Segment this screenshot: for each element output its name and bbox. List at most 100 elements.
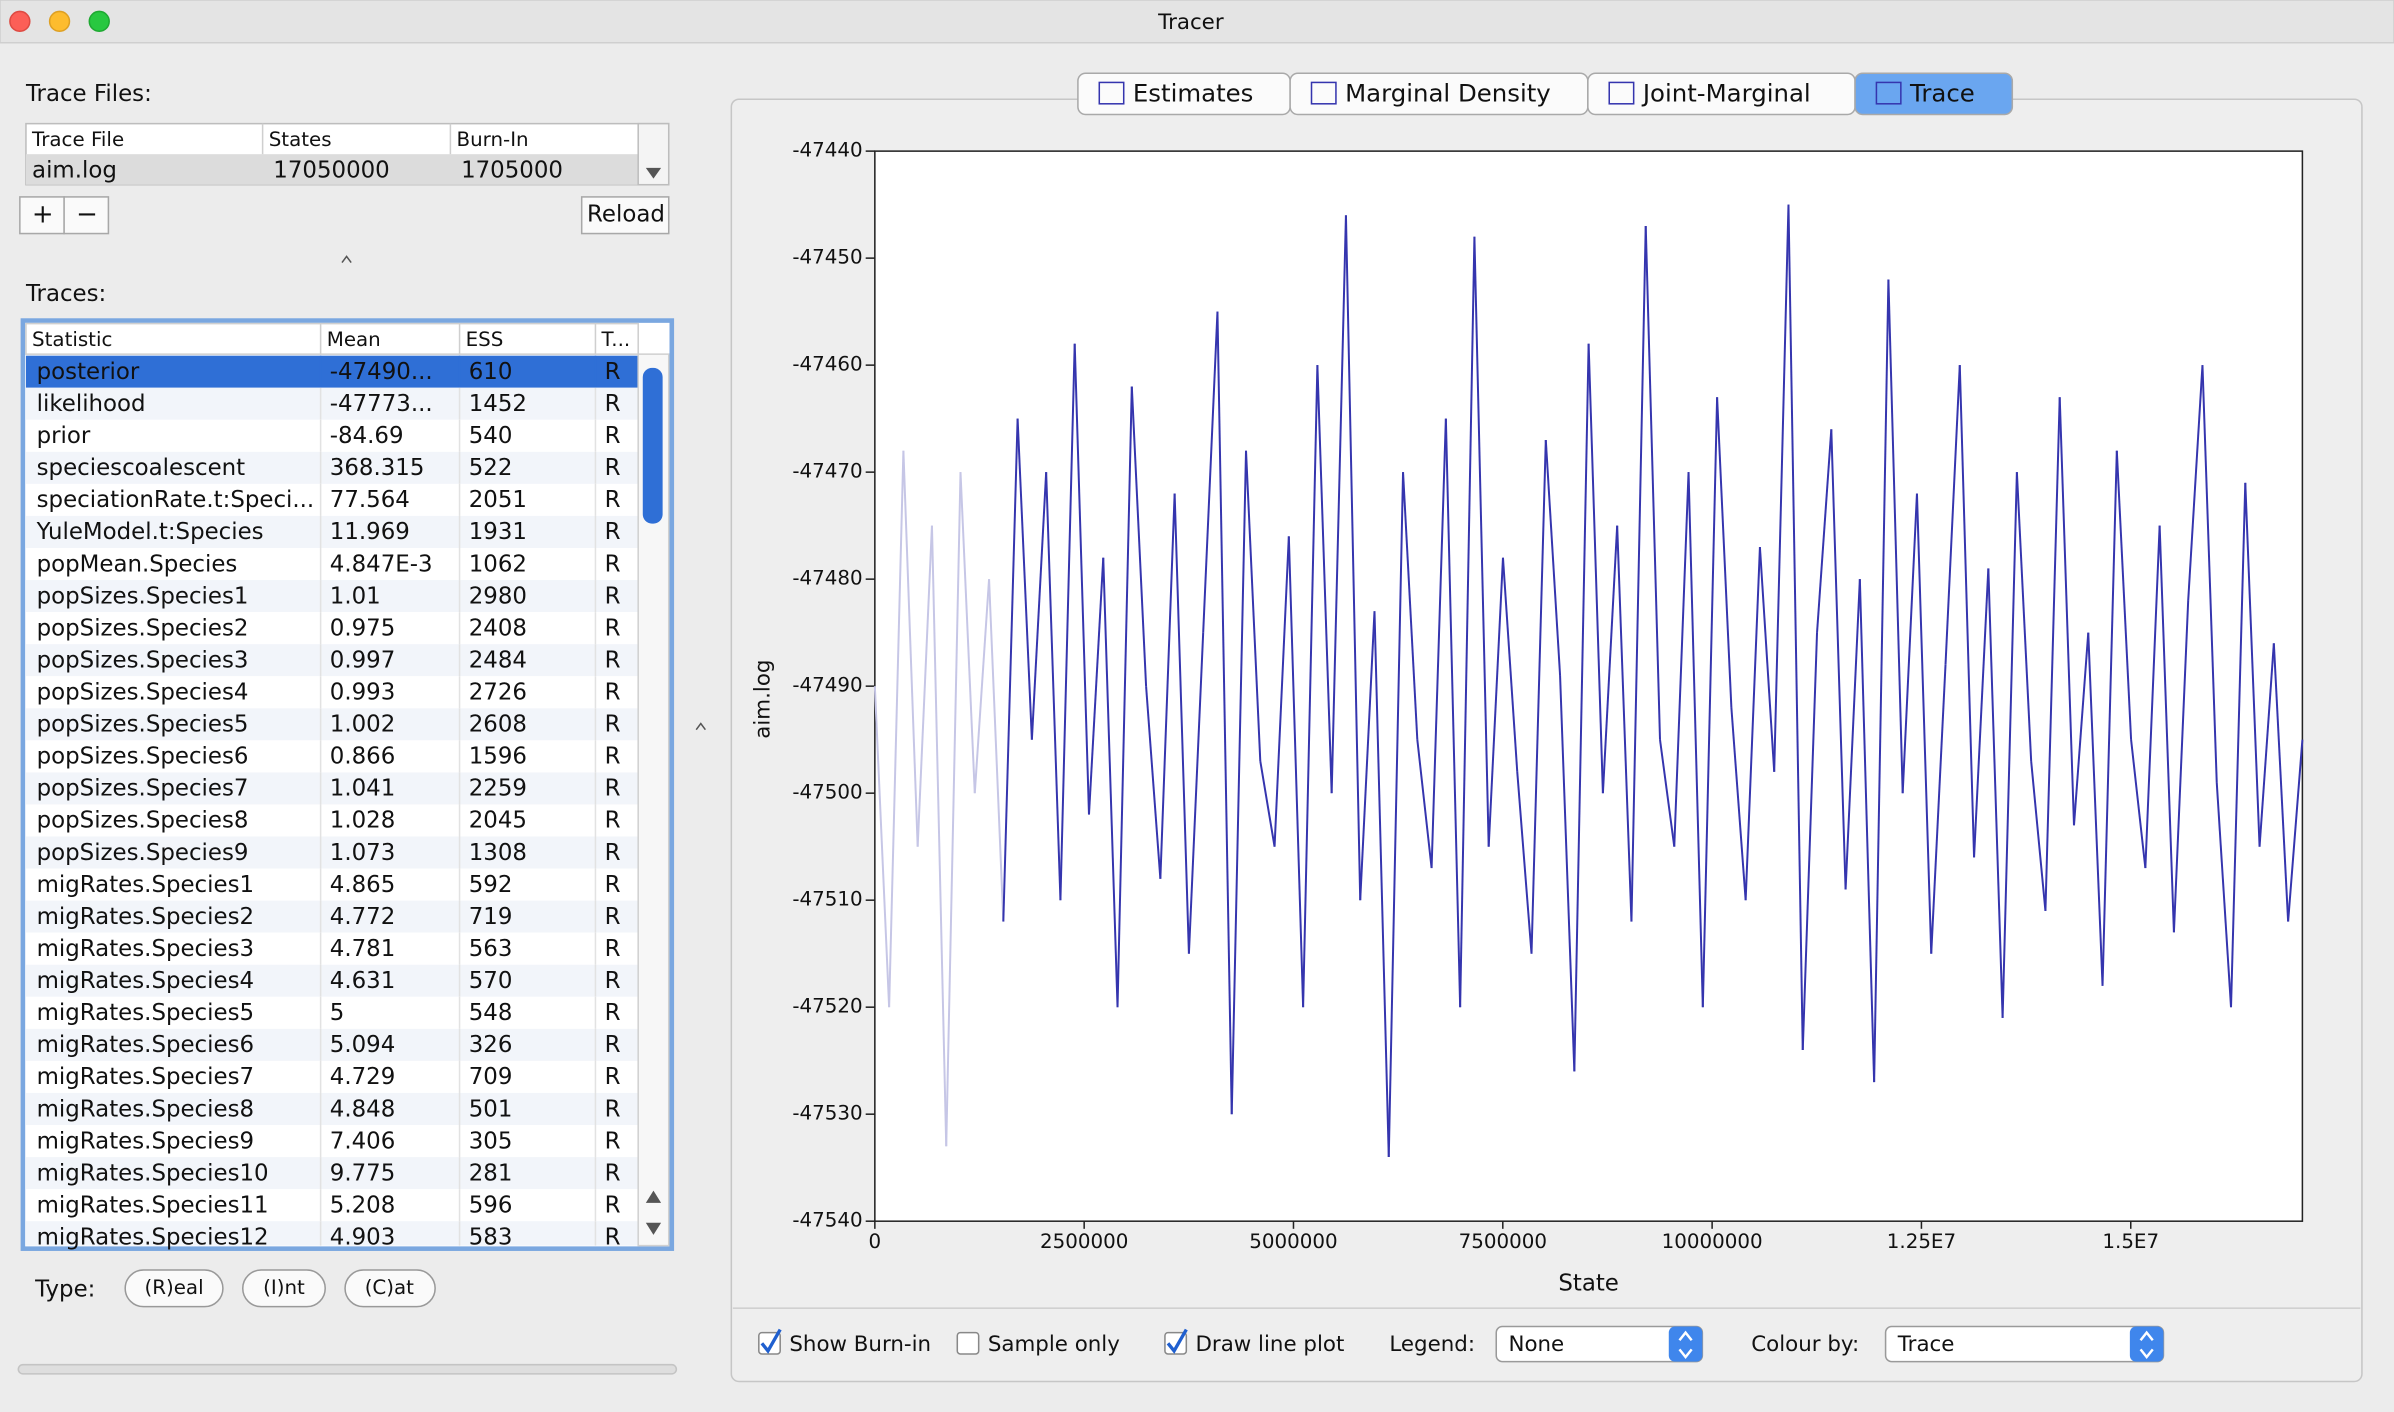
cell: R bbox=[605, 872, 621, 898]
trace-segment bbox=[1730, 707, 1747, 901]
trace-row[interactable] bbox=[25, 1028, 639, 1061]
button-label: Reload bbox=[587, 202, 665, 228]
trace-segment bbox=[2015, 472, 2033, 762]
type-button[interactable] bbox=[241, 1269, 326, 1308]
trace-segment bbox=[973, 579, 991, 794]
trace-row[interactable] bbox=[25, 1125, 639, 1158]
checkbox[interactable] bbox=[956, 1331, 980, 1355]
trace-row[interactable] bbox=[25, 1157, 639, 1190]
cell: 5.208 bbox=[330, 1192, 396, 1218]
section-label: Traces: bbox=[25, 281, 106, 307]
cell: migRates.Species12 bbox=[37, 1224, 269, 1250]
trace-segment bbox=[1873, 279, 1890, 1083]
cell: R bbox=[605, 1000, 621, 1026]
trace-row[interactable] bbox=[25, 868, 639, 901]
trace-segment bbox=[1102, 557, 1119, 1008]
cell: prior bbox=[37, 423, 91, 449]
select-arrow-glyph bbox=[2139, 1330, 2154, 1360]
checkbox-label: Sample only bbox=[988, 1332, 1120, 1357]
trace-row[interactable] bbox=[25, 548, 639, 581]
cell: 4.631 bbox=[330, 968, 396, 994]
trace-row[interactable] bbox=[25, 451, 639, 484]
trace-segment bbox=[1858, 579, 1876, 1083]
cell: speciescoalescent bbox=[37, 455, 246, 481]
cell: R bbox=[605, 744, 621, 770]
trace-row[interactable] bbox=[25, 740, 639, 773]
type-button[interactable] bbox=[124, 1269, 224, 1308]
cell: 0.993 bbox=[330, 680, 396, 706]
cell: R bbox=[605, 615, 621, 641]
cell: 2484 bbox=[469, 647, 527, 673]
cell: aim.log bbox=[32, 157, 117, 183]
trace-row[interactable] bbox=[25, 932, 639, 965]
cell: 326 bbox=[469, 1032, 513, 1058]
cell: R bbox=[605, 840, 621, 866]
trace-row[interactable] bbox=[25, 1221, 639, 1246]
trace-segment bbox=[2144, 525, 2161, 869]
add-button[interactable] bbox=[19, 196, 65, 235]
zoom-button[interactable] bbox=[88, 10, 110, 33]
trace-segment bbox=[945, 472, 962, 1147]
trace-segment bbox=[1915, 493, 1933, 954]
cell: 5 bbox=[330, 1000, 345, 1026]
trace-row[interactable] bbox=[25, 580, 639, 613]
trace-row[interactable] bbox=[25, 1092, 639, 1126]
trace-row[interactable] bbox=[25, 676, 639, 709]
trace-row[interactable] bbox=[25, 1189, 639, 1222]
cell: 4.847E-3 bbox=[330, 551, 433, 577]
trace-segment bbox=[2187, 365, 2204, 601]
trace-file-row[interactable] bbox=[25, 154, 639, 185]
trace-row[interactable] bbox=[25, 836, 639, 869]
trace-segment bbox=[2258, 643, 2275, 847]
select-arrow[interactable] bbox=[2129, 1326, 2164, 1362]
trace-row[interactable] bbox=[25, 355, 639, 388]
trace-segment bbox=[1530, 440, 1547, 954]
trace-segment bbox=[1616, 525, 1633, 922]
trace-row[interactable] bbox=[25, 772, 639, 805]
plot-area bbox=[874, 150, 2304, 1222]
scroll-arrows[interactable] bbox=[645, 1190, 662, 1235]
cell: popSizes.Species9 bbox=[37, 840, 249, 866]
cell: popSizes.Species8 bbox=[37, 808, 249, 834]
select-label: Legend: bbox=[1389, 1332, 1475, 1357]
trace-row[interactable] bbox=[25, 900, 639, 933]
trace-segment bbox=[2172, 600, 2190, 933]
trace-row[interactable] bbox=[25, 515, 639, 549]
scroll-arrow[interactable] bbox=[645, 167, 662, 179]
cell: 2045 bbox=[469, 808, 527, 834]
minimize-button[interactable] bbox=[48, 10, 71, 33]
splitter[interactable] bbox=[341, 255, 352, 264]
type-button[interactable] bbox=[344, 1269, 436, 1308]
remove-button[interactable] bbox=[63, 196, 110, 235]
trace-row[interactable] bbox=[25, 387, 639, 420]
splitter[interactable] bbox=[695, 722, 706, 731]
y-tick-label: -47480 bbox=[792, 567, 862, 590]
scroll-thumb[interactable] bbox=[642, 367, 663, 524]
cell: R bbox=[605, 1160, 621, 1186]
select-arrow[interactable] bbox=[1668, 1326, 1703, 1362]
trace-segment bbox=[1958, 365, 1976, 858]
trace-row[interactable] bbox=[25, 1060, 639, 1093]
trace-segment bbox=[873, 686, 891, 1008]
trace-row[interactable] bbox=[25, 419, 639, 452]
trace-row[interactable] bbox=[25, 644, 639, 677]
horizontal-scrollbar[interactable] bbox=[17, 1363, 678, 1375]
y-tick-label: -47510 bbox=[792, 888, 862, 911]
trace-segment bbox=[1173, 493, 1190, 954]
y-tick-label: -47530 bbox=[792, 1102, 862, 1125]
trace-segment bbox=[1887, 279, 1904, 794]
checkmark bbox=[1166, 1328, 1188, 1354]
cell: 281 bbox=[469, 1160, 513, 1186]
trace-row[interactable] bbox=[25, 804, 639, 837]
cell: 77.564 bbox=[330, 487, 410, 513]
close-button[interactable] bbox=[9, 10, 31, 33]
trace-row[interactable] bbox=[25, 612, 639, 645]
trace-row[interactable] bbox=[25, 483, 639, 516]
trace-row[interactable] bbox=[25, 708, 639, 741]
trace-row[interactable] bbox=[25, 964, 639, 997]
cell: 1.041 bbox=[330, 776, 396, 802]
table-body: Statistic Mean ESS T... posterior -47490... 61… bbox=[25, 323, 639, 1250]
trace-row[interactable] bbox=[25, 996, 639, 1029]
reload-button[interactable] bbox=[580, 196, 670, 235]
